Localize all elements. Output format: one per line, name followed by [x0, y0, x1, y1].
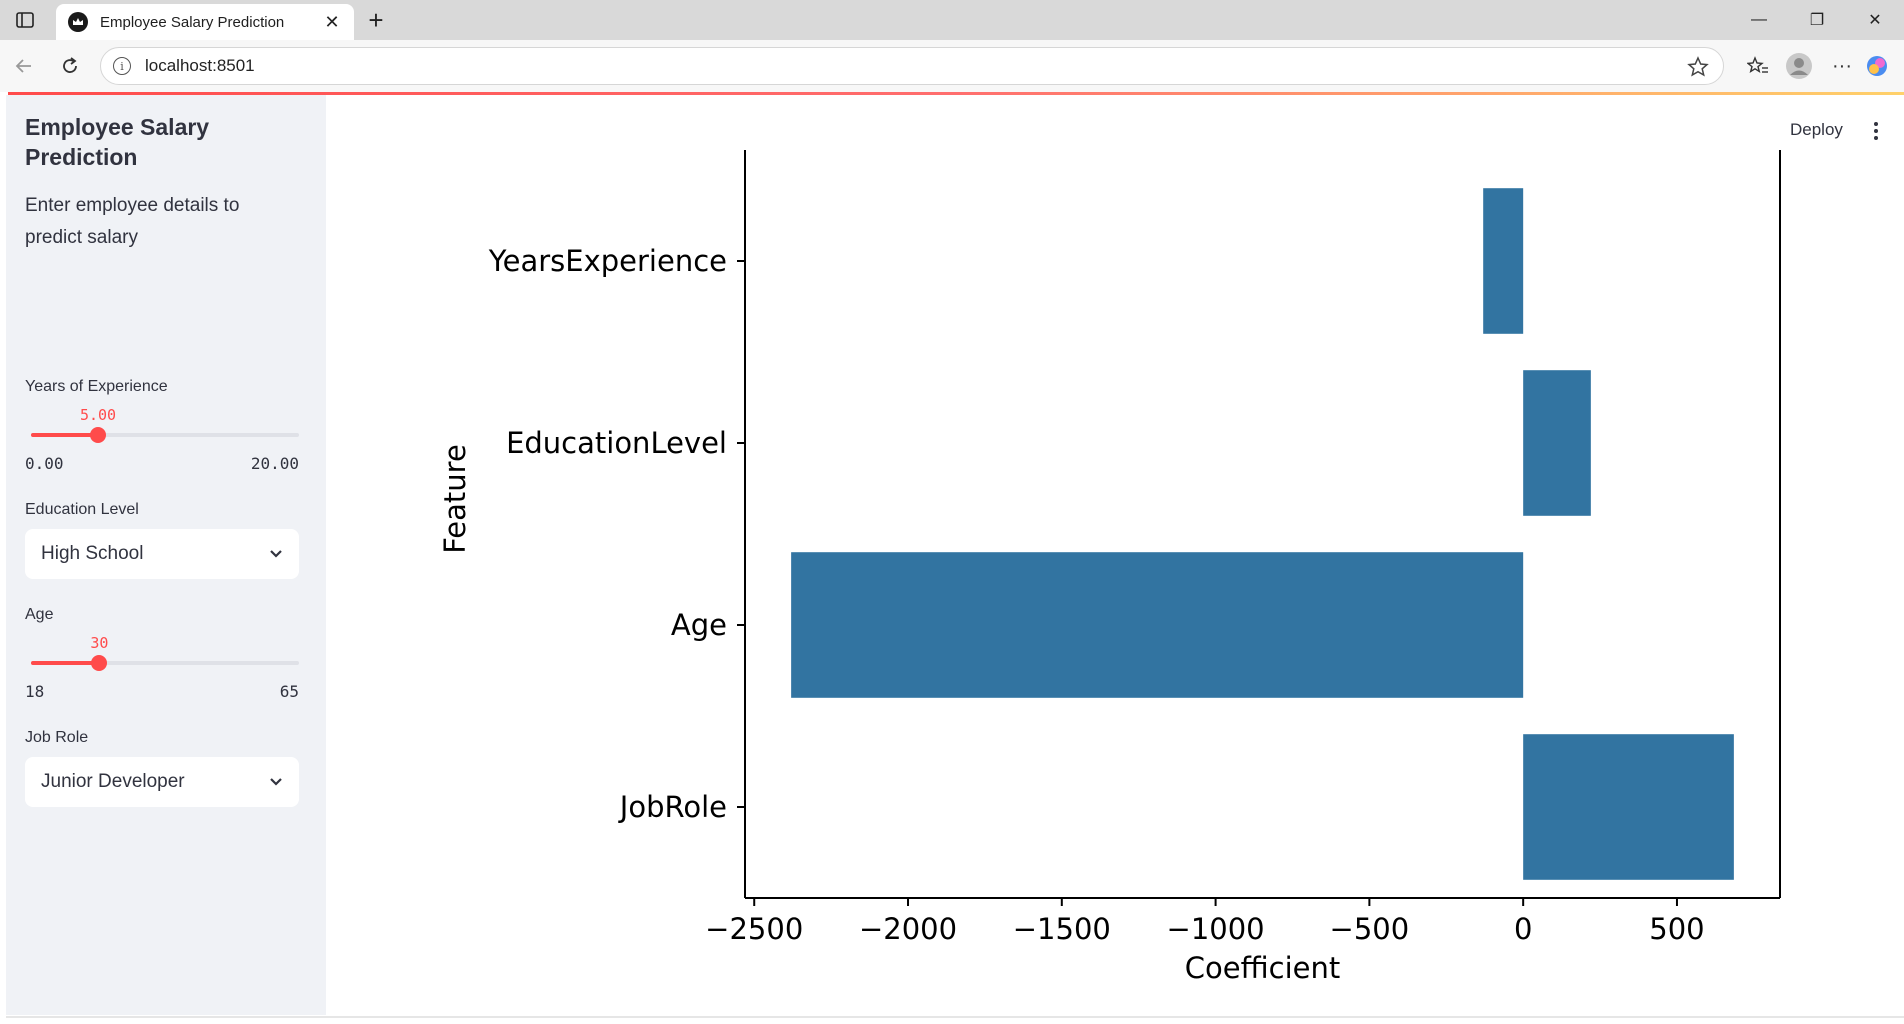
url-field[interactable]: i localhost:8501 [100, 47, 1724, 85]
app-decoration-bar [8, 92, 1904, 95]
window-bottom-edge [6, 1016, 1904, 1018]
sidebar-description: Enter employee details to predict salary [25, 195, 240, 248]
x-tick-label: 0 [1514, 912, 1532, 946]
slider-min: 0.00 [25, 454, 64, 473]
browser-tab[interactable]: Employee Salary Prediction ✕ [56, 4, 354, 40]
tab-actions-icon[interactable] [12, 8, 38, 32]
x-tick-label: −1500 [1013, 912, 1111, 946]
favorite-star-icon[interactable] [1687, 56, 1709, 83]
job-role-select-value: Junior Developer [41, 771, 185, 792]
age-label: Age [25, 606, 54, 623]
x-tick-label: −1000 [1167, 912, 1265, 946]
y-axis-label: Feature [438, 444, 472, 554]
x-tick-label: −2000 [859, 912, 957, 946]
slider-max: 65 [279, 682, 299, 701]
x-tick-label: −500 [1330, 912, 1410, 946]
sidebar-title: Employee Salary Prediction [25, 114, 210, 170]
bar-jobrole [1523, 734, 1734, 880]
bar-yearsexperience [1483, 188, 1524, 334]
address-toolbar: i localhost:8501 ··· [0, 40, 1904, 92]
slider-min: 18 [25, 682, 45, 701]
back-arrow-icon[interactable] [8, 50, 40, 82]
coefficient-bar-chart: YearsExperience EducationLevel Age JobRole −… [438, 150, 1781, 985]
x-tick-label: −2500 [705, 912, 803, 946]
site-info-icon[interactable]: i [113, 57, 131, 75]
main-menu-icon[interactable] [1866, 118, 1886, 144]
browser-tab-bar: Employee Salary Prediction ✕ + — ❐ ✕ [0, 0, 1904, 40]
x-tick-label: 500 [1649, 912, 1704, 946]
close-tab-icon[interactable]: ✕ [324, 11, 340, 32]
favorites-list-icon[interactable] [1740, 56, 1776, 76]
education-select-value: High School [41, 543, 144, 564]
education-select[interactable]: High School [25, 529, 299, 579]
y-tick-label: JobRole [618, 790, 727, 824]
streamlit-crown-icon [68, 12, 88, 32]
close-window-icon[interactable]: ✕ [1868, 12, 1882, 29]
more-options-icon[interactable]: ··· [1832, 54, 1852, 77]
experience-label: Years of Experience [25, 378, 168, 395]
slider-fill [31, 433, 98, 437]
url-text: localhost:8501 [145, 56, 255, 75]
slider-track[interactable] [31, 661, 299, 665]
y-tick-label: EducationLevel [506, 426, 727, 460]
profile-avatar-icon[interactable] [1776, 52, 1822, 80]
experience-slider[interactable]: 5.00 0.00 20.00 [25, 406, 299, 473]
job-role-select[interactable]: Junior Developer [25, 757, 299, 807]
minimize-icon[interactable]: — [1751, 11, 1767, 28]
reload-icon[interactable] [54, 50, 86, 82]
tab-title: Employee Salary Prediction [100, 13, 285, 31]
age-slider[interactable]: 30 18 65 [25, 634, 299, 701]
slider-thumb[interactable] [91, 655, 108, 671]
x-axis-label: Coefficient [1185, 951, 1340, 985]
slider-thumb[interactable] [90, 427, 106, 443]
education-label: Education Level [25, 501, 139, 518]
slider-value: 5.00 [79, 406, 117, 424]
copilot-icon[interactable] [1862, 54, 1892, 78]
restore-icon[interactable]: ❐ [1809, 12, 1825, 29]
slider-value: 30 [90, 634, 109, 652]
bar-age [791, 552, 1524, 698]
deploy-button[interactable]: Deploy [1790, 120, 1843, 139]
chevron-down-icon [269, 543, 283, 565]
y-tick-label: Age [671, 608, 727, 642]
slider-fill [31, 661, 100, 665]
new-tab-icon[interactable]: + [368, 4, 384, 35]
chevron-down-icon [269, 771, 283, 793]
window-controls: — ❐ ✕ [1730, 0, 1904, 40]
slider-max: 20.00 [250, 454, 299, 473]
y-tick-label: YearsExperience [488, 244, 727, 278]
bar-educationlevel [1523, 370, 1591, 516]
slider-track[interactable] [31, 433, 299, 437]
job-role-label: Job Role [25, 729, 89, 746]
